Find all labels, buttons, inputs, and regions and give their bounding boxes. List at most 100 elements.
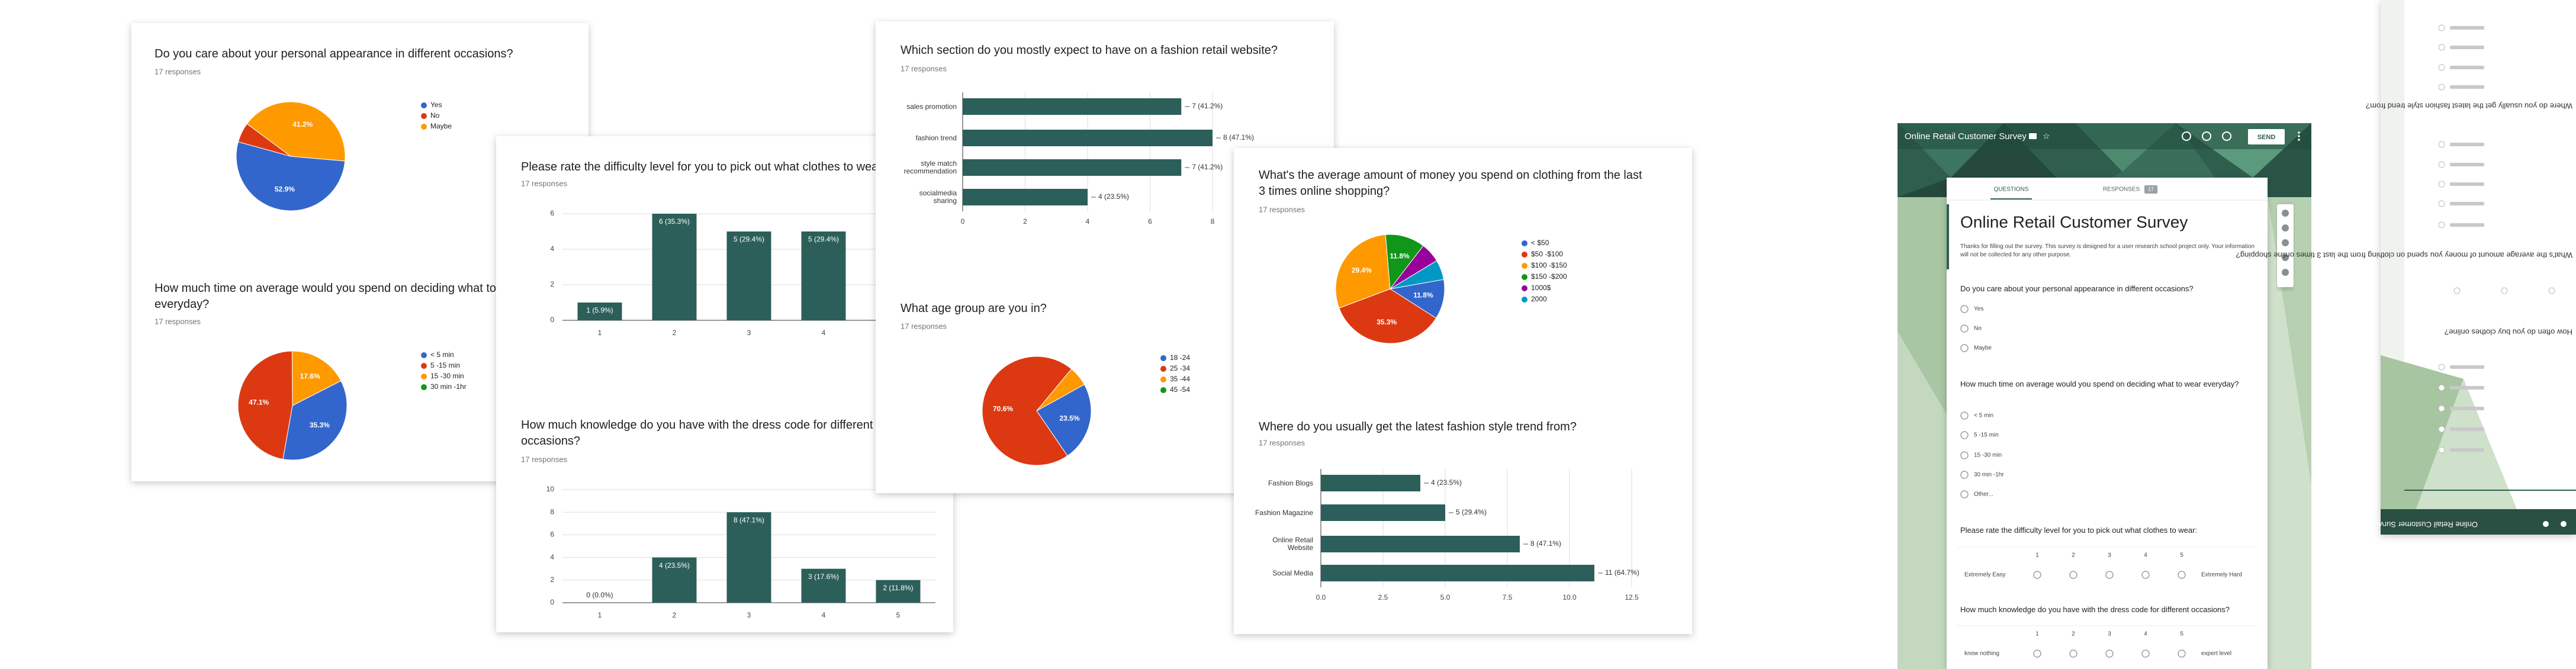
question-title-box: Which section do you mostly expect to ha… [901, 44, 1278, 57]
slice-label: 17.6% [300, 372, 320, 380]
radio[interactable] [2033, 649, 2041, 658]
bar [801, 568, 846, 603]
pie-slice [1389, 279, 1445, 319]
value-label: 11 (64.7%) [1605, 568, 1639, 577]
bar [963, 130, 1213, 146]
response-count: 17 responses [155, 67, 201, 76]
radio[interactable] [1960, 451, 1969, 459]
radio[interactable] [1960, 431, 1969, 439]
form-header-title: Online Retail Customer Survey [1905, 131, 2027, 141]
y-tick-label-box: Fashion Magazine [1255, 509, 1313, 516]
toolbar-icon[interactable] [2202, 131, 2211, 141]
x-tick-label: 2 [673, 329, 677, 337]
radio[interactable] [2105, 649, 2114, 658]
scale-high: Extremely Hard [2201, 572, 2242, 578]
toolbar-icon[interactable] [2222, 131, 2231, 141]
side-tool-icon[interactable] [2282, 210, 2289, 217]
y-tick-label: 6 [550, 209, 554, 217]
response-count: 17 responses [521, 455, 568, 464]
side-tool-icon[interactable] [2282, 254, 2289, 261]
bar [1321, 475, 1420, 491]
radio[interactable] [1960, 305, 1969, 313]
tab[interactable]: RESPONSES [2103, 186, 2140, 193]
more-icon-dot[interactable] [2298, 131, 2300, 134]
radio[interactable] [1960, 471, 1969, 479]
question-title: How much knowledge do you have with the … [521, 419, 873, 448]
mirror-footer-icon [2561, 521, 2567, 527]
form-bg-shape [2268, 197, 2311, 669]
y-tick-label: Fashion Blogs [1268, 478, 1313, 487]
radio[interactable] [2141, 649, 2150, 658]
legend-swatch [1160, 366, 1166, 372]
form-bg-shape [1898, 197, 1947, 414]
response-count: 17 responses [901, 64, 947, 73]
send-button[interactable] [2248, 129, 2285, 144]
more-icon-dot[interactable] [2298, 135, 2300, 137]
folder-icon[interactable] [2029, 133, 2037, 139]
legend-label: 15 -30 min [430, 372, 464, 380]
legend-label: 2000 [1531, 295, 1547, 303]
radio[interactable] [1960, 344, 1969, 352]
x-tick-label: 10.0 [1562, 593, 1577, 602]
bar [726, 512, 771, 603]
tab[interactable]: QUESTIONS [1994, 186, 2029, 193]
response-count: 17 responses [1259, 205, 1305, 214]
badge-count: 17 [2148, 186, 2154, 192]
side-tool-icon[interactable] [2282, 269, 2289, 276]
question-title-box: Please rate the difficulty level for you… [521, 160, 886, 173]
legend-label: $50 -$100 [1531, 250, 1563, 258]
radio[interactable] [1960, 324, 1969, 333]
toolbar-icon[interactable] [2182, 131, 2191, 141]
bar [726, 231, 771, 320]
radio[interactable] [2105, 571, 2114, 579]
y-tick-label-box: Fashion Blogs [1268, 478, 1313, 487]
x-tick-label: 2.5 [1378, 593, 1388, 602]
legend-swatch [1160, 377, 1166, 382]
radio[interactable] [1960, 490, 1969, 498]
legend-label: 1000$ [1531, 284, 1551, 292]
slice-label: 70.6% [993, 405, 1013, 413]
radio[interactable] [2069, 649, 2077, 658]
pie-slice [236, 141, 346, 211]
question-title: Which section do you mostly expect to ha… [901, 44, 1278, 57]
y-tick-label: 4 [550, 245, 554, 253]
y-tick-label-box: sales promotion [906, 102, 957, 110]
mirror-radio [2438, 64, 2445, 71]
star-icon[interactable]: ☆ [2043, 131, 2050, 141]
question-title: What's the average amount of money you s… [1259, 169, 1642, 198]
side-tool-icon[interactable] [2282, 239, 2289, 246]
question-title-box: Do you care about your personal appearan… [155, 47, 513, 60]
radio[interactable] [2069, 571, 2077, 579]
y-tick-label: 4 [550, 553, 554, 561]
slice-label: 11.8% [1413, 291, 1433, 299]
radio[interactable] [2141, 571, 2150, 579]
mirror-scale-radio [2453, 287, 2461, 294]
legend-swatch [1522, 297, 1527, 303]
legend-swatch [1160, 387, 1166, 393]
question-title: How much time on average would you spend… [155, 282, 525, 311]
pie-slice [237, 350, 293, 460]
radio[interactable] [1960, 411, 1969, 420]
y-tick-label: 2 [550, 280, 554, 288]
question-text-box: How much time on average would you spend… [1960, 379, 2239, 388]
value-label: 4 (23.5%) [1098, 192, 1129, 201]
radio[interactable] [2178, 649, 2186, 658]
y-tick-label-box: Online Retail Website [1272, 536, 1313, 552]
mirror-scale-radio [2548, 287, 2555, 294]
mirror-option-text [2450, 85, 2484, 89]
scale-high: expert level [2201, 651, 2231, 657]
pie-slice [1385, 234, 1424, 290]
bar [652, 214, 697, 320]
badge [2144, 185, 2157, 194]
side-tool-icon[interactable] [2282, 224, 2289, 231]
value-label: 5 (29.4%) [1456, 508, 1487, 516]
pie-slice [1390, 260, 1445, 290]
question-text: Please rate the difficulty level for you… [1960, 526, 2198, 535]
x-tick-label: 4 [822, 611, 826, 619]
slice-label: 35.3% [310, 421, 330, 429]
radio[interactable] [2178, 571, 2186, 579]
form-description: Thanks for filling out the survey. This … [1960, 243, 2255, 258]
radio[interactable] [2033, 571, 2041, 579]
more-icon-dot[interactable] [2298, 139, 2300, 141]
